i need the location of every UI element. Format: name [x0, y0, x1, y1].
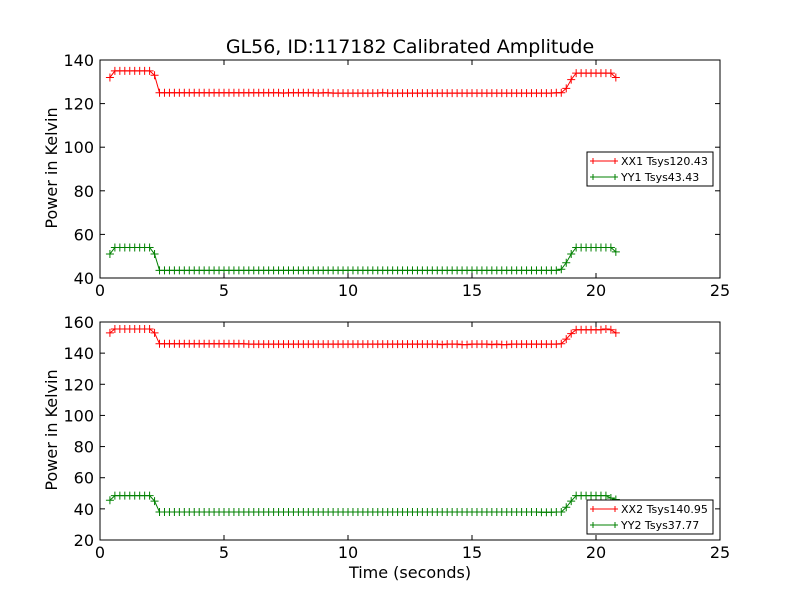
top-legend-label-1: XX1 Tsys120.43 — [621, 155, 708, 168]
bottom-x-tick-label: 0 — [95, 543, 105, 562]
bottom-series-1-point — [606, 325, 615, 334]
bottom-series-1-point — [557, 339, 566, 348]
bottom-series-2-point — [567, 497, 576, 506]
top-series-1 — [105, 66, 620, 98]
top-series-2-point — [145, 243, 154, 252]
bottom-y-tick-label: 20 — [74, 531, 94, 550]
bottom-x-tick-label: 5 — [219, 543, 229, 562]
bottom-series-2-point — [105, 496, 114, 505]
bottom-series-1-point — [601, 325, 610, 334]
bottom-series-1-point — [150, 328, 159, 337]
top-legend: XX1 Tsys120.43 YY1 Tsys43.43 — [586, 151, 714, 187]
bottom-x-tick-label: 20 — [586, 543, 606, 562]
top-y-axis-title: Power in Kelvin — [42, 107, 61, 228]
bottom-y-tick-label: 100 — [63, 406, 94, 425]
bottom-series-1 — [105, 325, 620, 349]
top-legend-marker — [612, 174, 618, 180]
bottom-legend-marker — [590, 506, 596, 512]
bottom-y-tick-label: 140 — [63, 344, 94, 363]
bottom-x-tick-label: 10 — [338, 543, 358, 562]
top-series-1-point — [567, 75, 576, 84]
bottom-plot-area: 0 5 10 15 20 25 20 40 60 80 100 120 140 160 XX2 Tsys14… — [63, 313, 730, 562]
bottom-y-tick-label: 160 — [63, 313, 94, 332]
top-series-2-point — [567, 250, 576, 259]
bottom-x-tick-label: 25 — [710, 543, 730, 562]
top-legend-marker — [590, 174, 596, 180]
top-series-2-point — [552, 266, 561, 275]
top-series-2-point — [105, 250, 114, 259]
bottom-series-2 — [105, 491, 620, 517]
top-x-tick-label: 5 — [219, 281, 229, 300]
top-x-tick-label: 20 — [586, 281, 606, 300]
top-y-tick-label: 120 — [63, 95, 94, 114]
bottom-series-1-point — [562, 335, 571, 344]
top-axes-frame — [99, 59, 721, 279]
bottom-chart: Power in Kelvin Time (seconds) 0 5 10 15 20 2… — [42, 313, 730, 582]
top-chart: GL56, ID:117182 Calibrated Amplitude Pow… — [42, 36, 730, 300]
top-legend-box — [586, 151, 714, 187]
bottom-series-2-point — [145, 491, 154, 500]
bottom-series-2-point — [150, 497, 159, 506]
bottom-legend-marker — [612, 522, 618, 528]
top-y-tick-label: 100 — [63, 138, 94, 157]
top-series-1-point — [145, 66, 154, 75]
top-series-1-point — [557, 88, 566, 97]
top-y-tick-label: 140 — [63, 51, 94, 70]
top-plot-area: 0 5 10 15 20 25 40 60 80 100 120 140 XX1 Tsys120.43 Y… — [63, 51, 730, 300]
top-x-tick-label: 0 — [95, 281, 105, 300]
top-series-2-point — [562, 258, 571, 267]
top-y-tick-label: 60 — [74, 225, 94, 244]
bottom-legend-box — [586, 499, 714, 535]
bottom-legend-label-2: YY2 Tsys37.77 — [620, 519, 699, 532]
bottom-y-tick-label: 80 — [74, 438, 94, 457]
top-x-tick-label: 25 — [710, 281, 730, 300]
bottom-series-1-point — [567, 329, 576, 338]
top-series-2-point — [611, 247, 620, 256]
bottom-axes-frame — [99, 321, 721, 541]
top-series-1-point — [150, 71, 159, 80]
bottom-y-tick-label: 120 — [63, 375, 94, 394]
top-series-1-point — [562, 84, 571, 93]
bottom-series-2-point — [601, 491, 610, 500]
top-y-tick-label: 80 — [74, 182, 94, 201]
bottom-series-2-point — [557, 507, 566, 516]
top-legend-marker — [612, 158, 618, 164]
bottom-y-axis-title: Power in Kelvin — [42, 369, 61, 490]
chart-title: GL56, ID:117182 Calibrated Amplitude — [226, 36, 594, 58]
bottom-series-2-point — [562, 503, 571, 512]
top-series-1-point — [105, 73, 114, 82]
top-series-2-point — [150, 250, 159, 259]
bottom-y-tick-label: 60 — [74, 469, 94, 488]
top-x-tick-label: 15 — [462, 281, 482, 300]
bottom-series-1-point — [611, 328, 620, 337]
top-series-2-point — [557, 265, 566, 274]
bottom-x-tick-label: 15 — [462, 543, 482, 562]
top-series-1-point — [606, 69, 615, 78]
x-axis-title: Time (seconds) — [348, 563, 471, 582]
bottom-legend-label-1: XX2 Tsys140.95 — [621, 503, 708, 516]
bottom-legend-marker — [590, 522, 596, 528]
bottom-y-tick-label: 40 — [74, 500, 94, 519]
top-series-2-point — [606, 243, 615, 252]
bottom-series-1-point — [145, 325, 154, 334]
top-series-1-point — [611, 73, 620, 82]
bottom-series-1-point — [596, 325, 605, 334]
top-x-tick-label: 10 — [338, 281, 358, 300]
bottom-legend-marker — [612, 506, 618, 512]
top-y-tick-label: 40 — [74, 269, 94, 288]
top-legend-marker — [590, 158, 596, 164]
bottom-series-1-point — [105, 328, 114, 337]
top-legend-label-2: YY1 Tsys43.43 — [620, 171, 699, 184]
top-series-2 — [105, 243, 620, 275]
bottom-legend: XX2 Tsys140.95 YY2 Tsys37.77 — [586, 499, 714, 535]
